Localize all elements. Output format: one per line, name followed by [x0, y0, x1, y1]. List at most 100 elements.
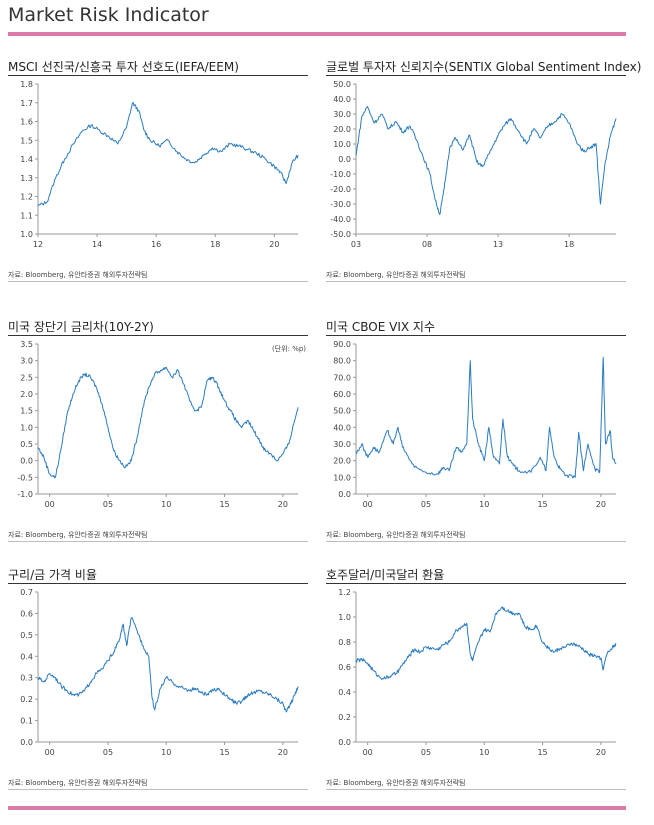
x-tick-label: 14: [92, 240, 102, 249]
x-tick-label: 05: [103, 748, 113, 757]
page-title: Market Risk Indicator: [8, 4, 209, 26]
x-tick-label: 10: [161, 500, 171, 509]
title-rule: [326, 335, 626, 336]
source-note: 자료: Bloomberg, 유안타증권 해외투자전략팀: [326, 779, 466, 787]
x-tick-label: 20: [278, 748, 288, 757]
y-tick-label: 0.6: [20, 609, 33, 618]
y-tick-label: -40.0: [330, 215, 351, 224]
x-tick-label: 18: [564, 240, 574, 249]
chart-title: 호주달러/미국달러 환율: [326, 568, 445, 582]
title-rule: [8, 335, 308, 336]
y-tick-label: 10.0: [333, 473, 351, 482]
chart-sentix: 50.0 40.0 30.0 20.0 10.0 0.0 -10.0 -20.0 -30.0 -4…: [330, 80, 617, 249]
y-tick-label: 0.0: [20, 738, 33, 747]
chart-audusd: 1.2 1.0 0.8 0.6 0.4 0.2 0.0 00 05 10 15 20: [338, 588, 617, 757]
x-tick-label: 10: [479, 500, 489, 509]
x-tick-label: 16: [151, 240, 161, 249]
y-tick-label: 0.1: [20, 717, 33, 726]
y-tick-label: 50.0: [333, 407, 351, 416]
source-note: 자료: Bloomberg, 유안타증권 해외투자전략팀: [8, 779, 148, 787]
y-tick-label: 0.4: [20, 652, 33, 661]
chart-title: 미국 장단기 금리차(10Y-2Y): [8, 320, 154, 334]
y-tick-label: 1.5: [20, 136, 33, 145]
y-tick-label: 1.6: [20, 118, 33, 127]
x-tick-label: 03: [351, 240, 361, 249]
y-tick-label: 1.0: [338, 613, 351, 622]
chart-title: 글로벌 투자자 신뢰지수(SENTIX Global Sentiment Ind…: [326, 60, 642, 74]
y-tick-label: 50.0: [333, 80, 351, 89]
y-tick-label: 3.0: [20, 357, 33, 366]
y-tick-label: 2.0: [20, 390, 33, 399]
x-tick-label: 00: [45, 748, 55, 757]
x-tick-label: 20: [596, 748, 606, 757]
title-divider: [8, 32, 626, 36]
y-tick-label: 1.7: [20, 99, 33, 108]
title-rule: [326, 75, 626, 76]
chart-vix: 90.0 80.0 70.0 60.0 50.0 40.0 30.0 20.0 10.0 0.0 0…: [333, 340, 617, 509]
source-rule: [326, 789, 626, 790]
title-rule: [8, 75, 308, 76]
chart-copper-gold: 0.7 0.6 0.5 0.4 0.3 0.2 0.1 0.0 00 05 10 15 20: [20, 588, 299, 757]
y-tick-label: 90.0: [333, 340, 351, 349]
y-tick-label: 30.0: [333, 110, 351, 119]
y-tick-label: 0.0: [338, 490, 351, 499]
y-tick-label: 1.3: [20, 174, 33, 183]
x-tick-label: 15: [537, 500, 547, 509]
y-tick-label: 30.0: [333, 440, 351, 449]
title-rule: [8, 583, 308, 584]
y-tick-label: 20.0: [333, 457, 351, 466]
y-tick-label: 1.4: [20, 155, 33, 164]
series-line: [37, 617, 299, 713]
y-tick-label: 0.7: [20, 588, 33, 597]
y-tick-label: -1.0: [17, 490, 33, 499]
y-tick-label: 1.2: [20, 193, 33, 202]
y-tick-label: -30.0: [330, 200, 351, 209]
x-tick-label: 00: [45, 500, 55, 509]
y-tick-label: 1.0: [20, 230, 33, 239]
x-tick-label: 20: [596, 500, 606, 509]
y-tick-label: 0.8: [338, 638, 351, 647]
x-tick-label: 00: [363, 748, 373, 757]
y-tick-label: 40.0: [333, 423, 351, 432]
y-tick-label: 0.0: [338, 155, 351, 164]
x-tick-label: 05: [421, 748, 431, 757]
series-line: [37, 102, 299, 207]
y-tick-label: -0.5: [17, 473, 33, 482]
series-line: [355, 606, 617, 680]
y-tick-label: 1.1: [20, 211, 33, 220]
x-tick-label: 15: [219, 748, 229, 757]
y-tick-label: 0.4: [338, 688, 351, 697]
source-note: 자료: Bloomberg, 유안타증권 해외투자전략팀: [326, 271, 466, 279]
chart-yield-spread: 3.5 3.0 2.5 2.0 1.5 1.0 0.5 0.0 -0.5 -1.0 00 05 10 15…: [17, 340, 299, 509]
chart-msci: 1.0 1.1 1.2 1.3 1.4 1.5 1.6 1.7 1.8 12 14 16 18 20: [20, 80, 299, 249]
footer-divider: [8, 806, 626, 810]
source-rule: [326, 281, 626, 282]
series-line: [37, 366, 299, 479]
source-note: 자료: Bloomberg, 유안타증권 해외투자전략팀: [8, 271, 148, 279]
series-line: [355, 106, 617, 215]
y-tick-label: 3.5: [20, 340, 33, 349]
y-tick-label: 0.3: [20, 674, 33, 683]
y-tick-label: 0.5: [20, 440, 33, 449]
chart-title: MSCI 선진국/신흥국 투자 선호도(IEFA/EEM): [8, 60, 239, 74]
y-tick-label: 0.0: [338, 738, 351, 747]
y-tick-label: 0.5: [20, 631, 33, 640]
x-tick-label: 13: [493, 240, 503, 249]
x-tick-label: 08: [422, 240, 432, 249]
source-rule: [8, 789, 308, 790]
y-tick-label: 60.0: [333, 390, 351, 399]
x-tick-label: 18: [210, 240, 220, 249]
x-tick-label: 10: [479, 748, 489, 757]
y-tick-label: 20.0: [333, 125, 351, 134]
x-tick-label: 12: [33, 240, 43, 249]
x-tick-label: 20: [278, 500, 288, 509]
y-tick-label: 80.0: [333, 357, 351, 366]
y-tick-label: 1.0: [20, 423, 33, 432]
x-tick-label: 20: [269, 240, 279, 249]
y-tick-label: -10.0: [330, 170, 351, 179]
y-tick-label: -50.0: [330, 230, 351, 239]
chart-title: 구리/금 가격 비율: [8, 568, 97, 582]
source-rule: [8, 281, 308, 282]
source-rule: [8, 541, 308, 542]
y-tick-label: 2.5: [20, 373, 33, 382]
